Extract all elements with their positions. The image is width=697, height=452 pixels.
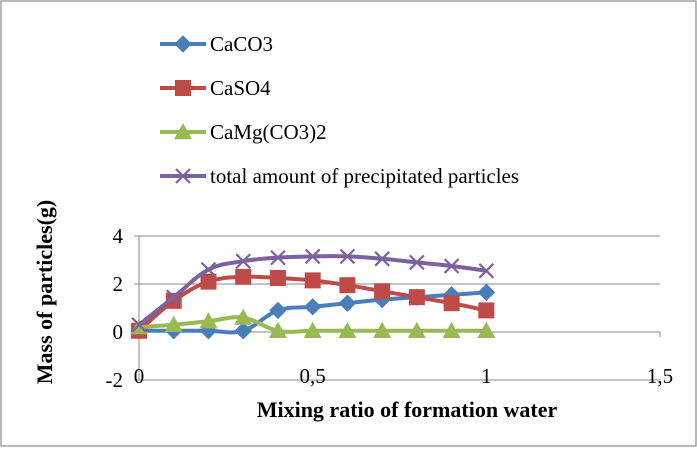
data-point <box>443 258 460 274</box>
data-point <box>442 321 461 338</box>
series-2 <box>131 268 495 339</box>
y-axis-label: Mass of particles(g) <box>32 200 57 385</box>
data-point-stroke <box>270 249 286 266</box>
legend-label: CaSO4 <box>210 76 271 100</box>
legend: CaCO3 CaSO4 CaMg(CO3)2 total amount of prec… <box>160 32 519 188</box>
y-tick-label: 4 <box>113 224 124 248</box>
data-point <box>338 294 357 312</box>
data-point-stroke <box>165 289 182 305</box>
data-point <box>235 253 251 269</box>
data-point <box>338 321 357 338</box>
legend-entry: CaSO4 <box>160 76 271 100</box>
data-point-stroke <box>131 317 147 333</box>
data-point <box>200 261 217 278</box>
data-point <box>339 248 356 265</box>
data-point <box>409 254 425 271</box>
data-point <box>164 315 183 332</box>
legend-label: total amount of precipitated particles <box>210 164 519 188</box>
data-point <box>268 321 287 338</box>
data-point <box>408 289 425 306</box>
legend-marker <box>174 35 192 53</box>
data-point-stroke <box>339 248 356 265</box>
series-4 <box>131 248 495 333</box>
data-point <box>374 251 390 267</box>
legend-entry: total amount of precipitated particles <box>160 164 519 188</box>
data-point <box>373 321 392 338</box>
data-point <box>234 308 253 325</box>
y-tick-label: 2 <box>113 272 124 296</box>
legend-entry: CaMg(CO3)2 <box>160 120 327 144</box>
gridlines <box>139 235 660 381</box>
data-point-stroke <box>443 258 460 274</box>
legend-marker <box>174 123 192 140</box>
x-tick-label: 1,5 <box>647 364 673 388</box>
data-point <box>303 321 322 338</box>
data-point <box>270 249 286 266</box>
data-point-stroke <box>200 261 217 278</box>
x-tick-label: 0 <box>134 364 145 388</box>
data-point <box>374 283 391 300</box>
data-point-stroke <box>235 253 251 269</box>
legend-label: CaCO3 <box>210 32 273 56</box>
legend-marker <box>175 80 191 96</box>
data-point <box>199 312 218 329</box>
data-point <box>165 289 182 305</box>
data-point <box>269 301 287 320</box>
data-point-stroke <box>304 248 321 265</box>
series-3 <box>130 308 496 338</box>
data-point <box>477 321 496 338</box>
legend-label: CaMg(CO3)2 <box>210 120 327 144</box>
data-point <box>478 263 495 279</box>
legend-marker-stroke <box>175 168 191 184</box>
data-point <box>131 317 147 333</box>
data-point <box>478 302 495 319</box>
data-point <box>269 270 286 286</box>
legend-entry: CaCO3 <box>160 32 273 56</box>
data-point <box>304 248 321 265</box>
data-point <box>235 268 252 285</box>
data-point <box>303 298 322 316</box>
data-point <box>443 295 460 312</box>
x-tick-label: 1 <box>481 364 492 388</box>
series-layer <box>130 248 496 340</box>
data-point <box>234 322 252 340</box>
data-point <box>304 272 321 289</box>
y-tick-label: 0 <box>113 320 124 344</box>
data-point <box>339 277 356 294</box>
x-axis-label: Mixing ratio of formation water <box>257 397 558 422</box>
y-tick-label: -2 <box>106 368 124 392</box>
legend-marker <box>175 168 191 184</box>
data-point-stroke <box>409 254 425 271</box>
data-point-stroke <box>478 263 495 279</box>
data-point <box>165 292 182 309</box>
data-point <box>200 273 217 290</box>
x-tick-label: 0,5 <box>300 364 326 388</box>
data-point <box>407 321 426 338</box>
data-point-stroke <box>374 251 390 267</box>
data-point <box>477 283 496 302</box>
